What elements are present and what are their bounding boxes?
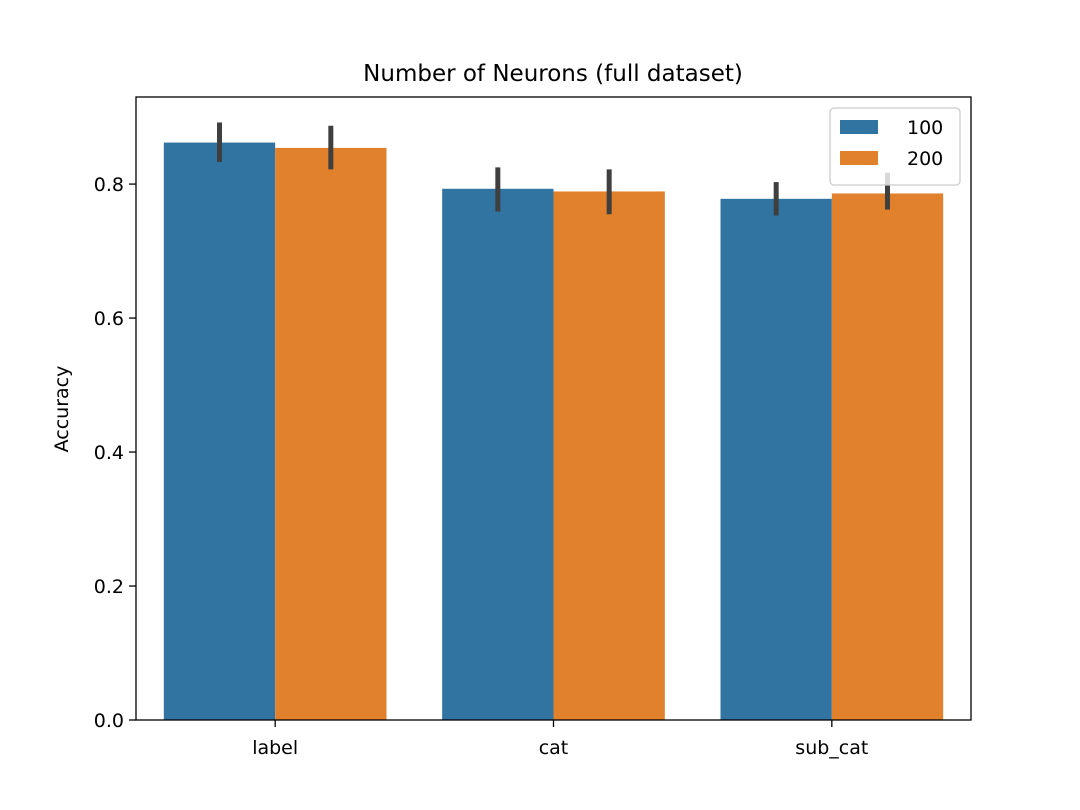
bars-layer — [163, 142, 944, 721]
bar-label-100 — [163, 142, 276, 721]
error-bars-layer — [217, 122, 890, 216]
legend-swatch-100 — [840, 120, 878, 134]
x-tick-label-sub_cat: sub_cat — [795, 737, 868, 759]
bar-cat-200 — [553, 191, 665, 720]
legend-label-200: 200 — [907, 148, 943, 170]
x-tick-label-cat: cat — [539, 737, 569, 759]
x-tick-label-label: label — [252, 737, 298, 759]
y-tick-label-0.4: 0.4 — [94, 442, 124, 464]
y-tick-label-0.6: 0.6 — [94, 308, 124, 330]
bar-cat-100 — [442, 188, 554, 720]
chart-title: Number of Neurons (full dataset) — [363, 61, 743, 87]
y-axis-label: Accuracy — [51, 366, 73, 453]
bar-label-200 — [275, 147, 387, 720]
bar-sub_cat-200 — [831, 193, 944, 720]
plot-area-frame — [135, 96, 972, 721]
legend-swatch-200 — [840, 151, 878, 165]
legend-label-100: 100 — [907, 117, 943, 139]
y-tick-label-0.2: 0.2 — [94, 576, 124, 598]
bar-sub_cat-100 — [720, 198, 832, 720]
y-tick-label-0.0: 0.0 — [94, 710, 124, 732]
y-tick-label-0.8: 0.8 — [94, 174, 124, 196]
ticks-layer: label cat sub_cat 0.0 0.2 0.4 0.6 0.8 — [94, 174, 869, 759]
